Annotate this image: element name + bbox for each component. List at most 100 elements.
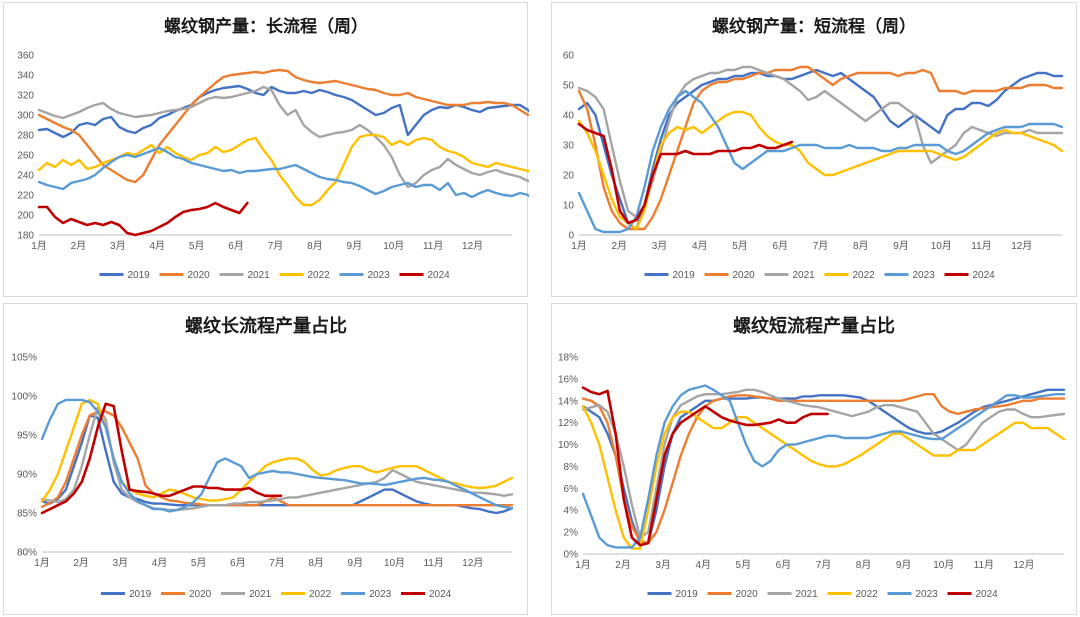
x-tick-label: 5月 — [191, 557, 207, 569]
legend-label: 2021 — [796, 589, 819, 600]
x-tick-label: 5月 — [189, 240, 205, 252]
x-tick-label: 2月 — [73, 557, 89, 569]
x-tick-label: 1月 — [575, 559, 591, 571]
x-tick-label: 8月 — [853, 240, 869, 252]
x-tick-label: 4月 — [149, 240, 165, 252]
y-tick-label: 240 — [17, 171, 34, 182]
y-tick-label: 280 — [17, 131, 34, 142]
legend-label: 2023 — [913, 270, 936, 281]
y-tick-label: 90% — [17, 470, 37, 481]
y-tick-label: 220 — [17, 191, 34, 202]
legend-label: 2024 — [429, 589, 452, 600]
y-tick-label: 14% — [558, 396, 578, 407]
x-tick-label: 6月 — [230, 557, 246, 569]
x-tick-label: 7月 — [268, 240, 284, 252]
long-process-share-chart: 螺纹长流程产量占比 80% 85% 90% 95% 100% 105% 1月 2月 3月 4月 5月… — [11, 315, 514, 600]
chart-panel-long-process-output: 螺纹钢产量：长流程（周） 180 200 220 240 260 280 300 320 340… — [3, 2, 529, 297]
legend-label: 2020 — [189, 589, 212, 600]
x-tick-label: 9月 — [348, 557, 364, 569]
x-tick-label: 8月 — [308, 557, 324, 569]
legend-label: 2021 — [793, 270, 816, 281]
y-tick-label: 95% — [17, 431, 37, 442]
legend-label: 2022 — [856, 589, 879, 600]
y-tick-label: 8% — [564, 462, 579, 473]
chart-panel-long-process-share: 螺纹长流程产量占比 80% 85% 90% 95% 100% 105% 1月 2月 3月 4月 5月… — [3, 303, 528, 615]
chart-title: 螺纹钢产量：长流程（周） — [164, 16, 368, 37]
series-line-2024 — [577, 122, 794, 225]
legend-label: 2022 — [309, 589, 332, 600]
x-tick-label: 4月 — [695, 559, 711, 571]
x-tick-label: 2月 — [611, 240, 627, 252]
chart-title: 螺纹长流程产量占比 — [185, 315, 347, 337]
x-tick-label: 11月 — [974, 559, 994, 571]
x-tick-label: 2月 — [615, 559, 631, 571]
legend-label: 2021 — [248, 270, 271, 281]
legend-label: 2022 — [308, 270, 331, 281]
legend-label: 2023 — [368, 270, 391, 281]
chart-panel-short-process-share: 螺纹短流程产量占比 0% 2% 4% 6% 8% 10% 12% 14% 16% 18% 1月 2月 3… — [551, 303, 1077, 615]
y-tick-label: 300 — [17, 111, 34, 122]
x-tick-label: 3月 — [110, 240, 126, 252]
x-tick-label: 6月 — [228, 240, 244, 252]
y-tick-label: 10% — [558, 440, 578, 451]
legend-label: 2019 — [676, 589, 699, 600]
short-process-output-chart: 螺纹钢产量：短流程（周） 0 10 20 30 40 50 60 1月 2月 3月 4月 5月 6月 7月… — [563, 16, 1064, 281]
legend-label: 2023 — [369, 589, 392, 600]
x-tick-label: 11月 — [423, 557, 443, 569]
y-tick-label: 12% — [558, 418, 578, 429]
y-tick-label: 360 — [17, 51, 34, 62]
y-tick-label: 40 — [563, 111, 575, 122]
series-line-2024 — [37, 201, 249, 237]
x-tick-label: 6月 — [772, 240, 788, 252]
legend-label: 2019 — [129, 589, 152, 600]
x-tick-label: 9月 — [893, 240, 909, 252]
x-tick-label: 7月 — [269, 557, 285, 569]
legend-label: 2022 — [853, 270, 876, 281]
legend-label: 2019 — [128, 270, 151, 281]
x-tick-label: 10月 — [933, 559, 954, 571]
series-line-2024 — [581, 386, 829, 547]
series-line-2022 — [577, 110, 1064, 231]
y-tick-label: 0% — [564, 550, 579, 561]
x-tick-label: 3月 — [113, 557, 129, 569]
x-tick-label: 7月 — [813, 240, 829, 252]
x-tick-label: 8月 — [856, 559, 872, 571]
x-tick-label: 3月 — [652, 240, 668, 252]
x-tick-label: 12月 — [1011, 240, 1032, 252]
x-tick-label: 10月 — [931, 240, 952, 252]
legend-label: 2024 — [973, 270, 996, 281]
series-line-2019 — [577, 68, 1064, 231]
x-tick-label: 6月 — [776, 559, 792, 571]
legend-label: 2021 — [249, 589, 272, 600]
series-line-2020 — [581, 392, 1066, 545]
series-line-2024 — [40, 402, 283, 515]
x-tick-label: 4月 — [152, 557, 168, 569]
x-tick-label: 10月 — [384, 557, 405, 569]
y-tick-label: 18% — [558, 353, 578, 364]
x-tick-label: 11月 — [423, 240, 443, 252]
x-tick-label: 12月 — [462, 240, 483, 252]
x-tick-label: 1月 — [34, 557, 50, 569]
y-tick-label: 6% — [564, 484, 579, 495]
legend-label: 2019 — [673, 270, 696, 281]
chart-title: 螺纹短流程产量占比 — [733, 315, 895, 337]
chart-title: 螺纹钢产量：短流程（周） — [712, 16, 916, 37]
long-process-output-chart: 螺纹钢产量：长流程（周） 180 200 220 240 260 280 300 320 340… — [17, 16, 529, 281]
y-tick-label: 80% — [17, 548, 37, 559]
x-tick-label: 9月 — [896, 559, 912, 571]
x-tick-label: 10月 — [383, 240, 404, 252]
y-tick-label: 260 — [17, 151, 34, 162]
series-line-2020 — [37, 68, 529, 184]
x-tick-label: 3月 — [655, 559, 671, 571]
y-tick-label: 0 — [568, 231, 574, 242]
series-line-2021 — [577, 65, 1064, 219]
y-tick-label: 2% — [564, 528, 579, 539]
y-tick-label: 20 — [563, 171, 575, 182]
chart-panel-short-process-output: 螺纹钢产量：短流程（周） 0 10 20 30 40 50 60 1月 2月 3月 4月 5月 6月 7月… — [551, 2, 1077, 297]
legend-label: 2024 — [976, 589, 999, 600]
legend-label: 2020 — [188, 270, 211, 281]
x-tick-label: 9月 — [347, 240, 363, 252]
series-line-2021 — [40, 406, 514, 512]
series-line-2023 — [581, 384, 1066, 549]
x-tick-label: 1月 — [31, 240, 47, 252]
